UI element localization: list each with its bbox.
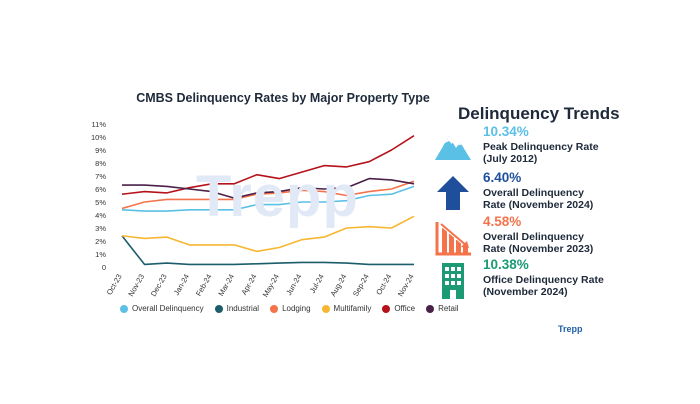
chart-title: CMBS Delinquency Rates by Major Property… <box>136 91 430 105</box>
arrow-up-icon <box>437 176 469 210</box>
y-tick-label: 11% <box>92 120 107 129</box>
trend-desc-line: Peak Delinquency Rate <box>483 141 599 153</box>
x-tick-label: Mar-24 <box>216 273 236 298</box>
x-tick-label: Jan-24 <box>172 273 191 297</box>
legend-label: Multifamily <box>333 304 372 313</box>
office-building-icon <box>442 263 464 299</box>
legend-label: Lodging <box>282 304 311 313</box>
series-line-overall-delinquency <box>121 185 415 212</box>
x-tick-label: Feb-24 <box>194 273 214 298</box>
legend-swatch <box>214 304 223 313</box>
y-tick-label: 6% <box>95 185 106 194</box>
series-line-multifamily <box>121 215 415 253</box>
x-tick-label: Sep-24 <box>351 273 371 298</box>
trend-desc-line: Office Delinquency Rate <box>483 274 604 286</box>
x-tick-label: Jun-24 <box>284 273 303 297</box>
legend-label: Overall Delinquency <box>132 304 204 313</box>
watermark-text: Trepp <box>196 164 359 229</box>
x-tick-label: Apr-24 <box>239 273 258 297</box>
trend-value: 10.34% <box>483 124 529 139</box>
legend-swatch <box>120 304 128 313</box>
y-tick-label: 9% <box>95 146 106 155</box>
trend-peak: 10.34% Peak Delinquency Rate (July 2012) <box>433 124 683 170</box>
x-tick-label: Oct-24 <box>374 273 393 297</box>
legend-item-multifamily: Multifamily <box>321 304 372 313</box>
series-line-industrial <box>121 235 414 266</box>
declining-bar-chart-icon <box>435 222 471 256</box>
x-tick-label: Nov-24 <box>396 273 416 298</box>
trend-desc-line: (July 2012) <box>483 152 538 165</box>
brand-logo-text: Trepp <box>558 324 583 334</box>
series-line-office <box>121 135 415 195</box>
x-tick-label: May-24 <box>261 273 281 299</box>
trend-desc-line: Overall Delinquency <box>483 231 584 243</box>
trend-overall-2023: 4.58% Overall Delinquency Rate (November… <box>433 214 683 260</box>
trend-description: Peak Delinquency Rate (July 2012) <box>483 141 673 165</box>
x-tick-label: Dec-23 <box>149 273 169 298</box>
legend-label: Office <box>394 304 416 313</box>
trend-desc-line: Overall Delinquency <box>483 187 584 199</box>
legend-swatch <box>426 304 435 313</box>
trends-title: Delinquency Trends <box>458 104 620 123</box>
y-tick-label: 5% <box>95 198 106 207</box>
legend-item-overall: Overall Delinquency <box>120 304 204 313</box>
y-tick-label: 4% <box>95 211 106 220</box>
y-tick-label: 7% <box>95 172 106 181</box>
trend-description: Overall Delinquency Rate (November 2023) <box>483 231 673 255</box>
trend-description: Office Delinquency Rate (November 2024) <box>483 274 673 298</box>
x-tick-label: Nov-23 <box>126 273 146 298</box>
x-tick-label: Aug-24 <box>328 273 348 298</box>
trend-overall-2024: 6.40% Overall Delinquency Rate (November… <box>433 170 683 216</box>
y-tick-label: 0 <box>102 263 106 272</box>
legend-item-retail: Retail <box>426 304 459 313</box>
series-line-lodging <box>121 180 415 210</box>
x-tick-label: Oct-23 <box>105 273 124 297</box>
legend-swatch <box>321 304 330 313</box>
mountain-peak-icon <box>435 136 471 160</box>
y-tick-label: 2% <box>95 237 106 246</box>
trend-value: 6.40% <box>483 170 522 185</box>
legend-item-lodging: Lodging <box>270 304 311 313</box>
legend-swatch <box>382 304 391 313</box>
trend-description: Overall Delinquency Rate (November 2024) <box>483 187 673 211</box>
trend-office: 10.38% Office Delinquency Rate (November… <box>433 257 683 303</box>
legend-swatch <box>270 304 279 313</box>
y-tick-label: 3% <box>95 224 106 233</box>
y-tick-label: 8% <box>95 159 106 168</box>
trend-desc-line: Rate (November 2024) <box>483 198 594 211</box>
legend-item-industrial: Industrial <box>214 304 260 313</box>
legend-label: Industrial <box>226 304 260 313</box>
trend-value: 10.38% <box>483 257 529 272</box>
series-line-retail <box>122 177 415 199</box>
chart-legend: Overall Delinquency Industrial Lodging M… <box>120 304 459 313</box>
legend-label: Retail <box>438 304 459 313</box>
x-tick-label: Jul-24 <box>308 273 326 295</box>
legend-item-office: Office <box>382 304 415 313</box>
y-tick-label: 1% <box>95 250 106 259</box>
trend-value: 4.58% <box>483 214 522 229</box>
trend-desc-line: (November 2024) <box>483 285 568 298</box>
y-tick-label: 10% <box>91 133 106 142</box>
trend-desc-line: Rate (November 2023) <box>483 242 594 255</box>
